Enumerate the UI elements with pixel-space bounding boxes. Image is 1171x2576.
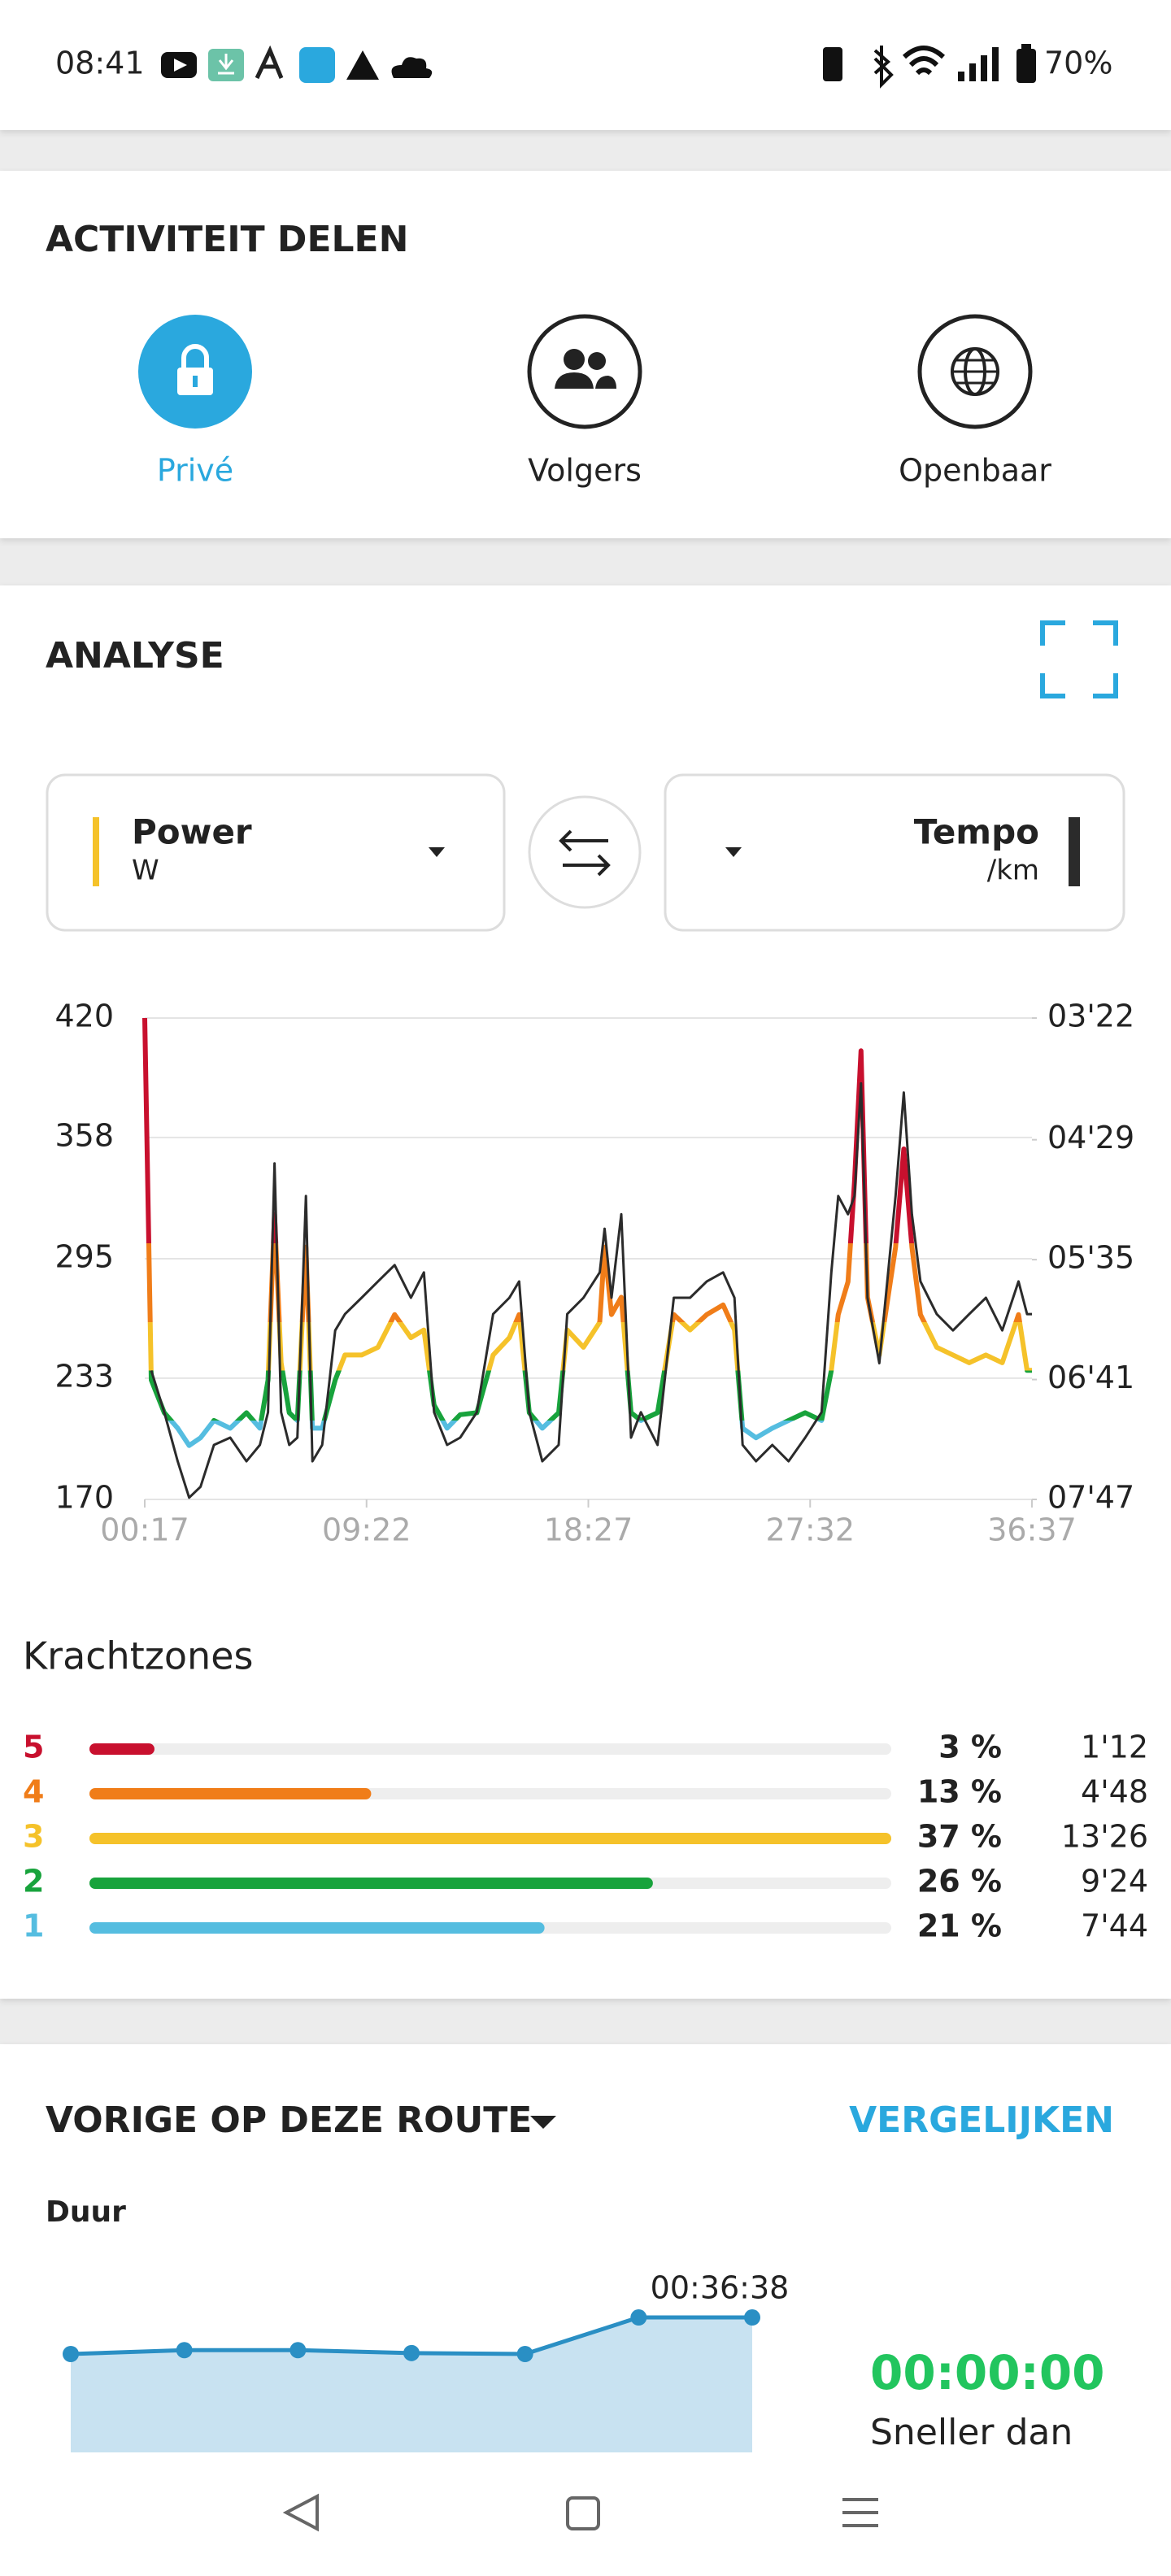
zone-bar — [89, 1743, 155, 1755]
x-tick-label: 18:27 — [544, 1512, 633, 1548]
privacy-followers[interactable] — [527, 314, 642, 429]
dropdown-arrow[interactable] — [530, 2116, 556, 2129]
nav-bar — [0, 2452, 1171, 2576]
analysis-chart: 170 233 295 358 420 07'47 06'41 05'35 04'29 03'22… — [54, 999, 1134, 1548]
nav-home[interactable] — [566, 2496, 600, 2530]
zone-percent: 21 % — [917, 1908, 1002, 1944]
zone-time: 1'12 — [1081, 1730, 1148, 1765]
duration-chart: 00:36:38 — [63, 2270, 789, 2452]
metric-unit: /km — [987, 855, 1039, 887]
zone-number: 4 — [23, 1774, 44, 1810]
swap-button[interactable] — [528, 795, 642, 909]
section-title: ANALYSE — [46, 635, 224, 677]
option-label: Openbaar — [899, 453, 1051, 489]
zone-time: 4'48 — [1081, 1774, 1148, 1810]
zone-number: 5 — [23, 1730, 44, 1765]
zone-track — [89, 1743, 891, 1755]
option-label: Volgers — [528, 453, 642, 489]
zone-percent: 37 % — [917, 1819, 1002, 1855]
y2-tick-label: 06'41 — [1047, 1360, 1134, 1395]
metric-label: Duur — [46, 2195, 126, 2229]
duration-point — [403, 2344, 420, 2361]
y-tick-label: 358 — [54, 1117, 114, 1153]
compare-button[interactable]: VERGELIJKEN — [849, 2100, 1114, 2141]
y-tick-label: 420 — [54, 999, 114, 1034]
tempo-line — [150, 1081, 1032, 1499]
zone-percent: 26 % — [917, 1864, 1002, 1899]
duration-label: 00:36:38 — [651, 2270, 790, 2306]
zone-time: 7'44 — [1081, 1908, 1148, 1944]
zone-number: 1 — [23, 1908, 44, 1944]
duration-point — [63, 2346, 79, 2362]
y2-tick-label: 05'35 — [1047, 1240, 1134, 1276]
nav-recent[interactable] — [842, 2498, 878, 2527]
status-time: 08:41 — [55, 46, 145, 81]
left-metric-selector[interactable] — [46, 773, 506, 932]
y-tick-label: 233 — [54, 1358, 114, 1394]
fullscreen-button[interactable] — [1040, 620, 1118, 698]
result-value: 00:00:00 — [870, 2345, 1105, 2400]
duration-point — [744, 2309, 760, 2326]
y2-tick-label: 07'47 — [1047, 1480, 1134, 1516]
x-tick-label: 09:22 — [322, 1512, 411, 1548]
metric-name: Power — [132, 812, 252, 852]
x-tick-label: 27:32 — [765, 1512, 855, 1548]
duration-point — [176, 2342, 193, 2359]
duration-point — [289, 2342, 307, 2359]
zones-list: 5 3 % 1'12 4 13 % 4'48 3 37 % 13'26 2 26 % 9'24 1 21 … — [23, 1730, 1148, 1944]
y2-tick-label: 03'22 — [1047, 999, 1134, 1034]
power-line — [142, 1017, 1032, 1448]
duration-point — [630, 2309, 647, 2326]
zone-number: 2 — [23, 1864, 44, 1899]
zone-percent: 13 % — [917, 1774, 1002, 1810]
option-label: Privé — [157, 453, 233, 489]
battery-level: 70% — [1044, 46, 1112, 81]
zone-bar — [89, 1833, 891, 1844]
right-metric-selector[interactable] — [664, 773, 1125, 932]
duration-point — [516, 2346, 533, 2362]
zones-title: Krachtzones — [23, 1634, 253, 1678]
result-caption: Sneller dan — [870, 2412, 1073, 2453]
x-tick-label: 36:37 — [987, 1512, 1077, 1548]
metric-unit: W — [132, 855, 159, 887]
zone-bar — [89, 1788, 372, 1799]
status-icons — [161, 44, 1036, 89]
nav-back[interactable] — [282, 2493, 319, 2532]
y-tick-label: 170 — [54, 1480, 114, 1516]
zone-percent: 3 % — [938, 1730, 1002, 1765]
zone-bar — [89, 1922, 545, 1934]
y-tick-label: 295 — [54, 1239, 114, 1275]
metric-name: Tempo — [914, 812, 1039, 852]
privacy-public[interactable] — [917, 314, 1033, 429]
zone-time: 13'26 — [1061, 1819, 1148, 1855]
zone-bar — [89, 1878, 653, 1889]
section-title: ACTIVITEIT DELEN — [46, 219, 408, 260]
zone-number: 3 — [23, 1819, 44, 1855]
y2-tick-label: 04'29 — [1047, 1120, 1134, 1155]
privacy-private[interactable] — [138, 315, 252, 429]
section-title: VORIGE OP DEZE ROUTE — [46, 2100, 532, 2141]
zone-time: 9'24 — [1081, 1864, 1148, 1899]
x-tick-label: 00:17 — [100, 1512, 189, 1548]
